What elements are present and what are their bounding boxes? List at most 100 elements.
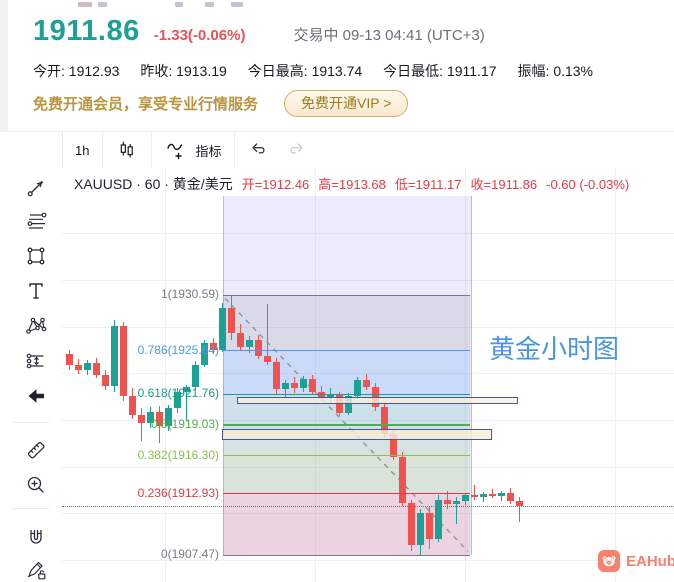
last-price: 1911.86: [33, 15, 140, 47]
candle-body: [273, 362, 280, 390]
candle-body: [327, 394, 334, 398]
candle-body: [399, 456, 406, 503]
candle-wick: [267, 303, 268, 365]
fib-band: [223, 295, 470, 351]
candle-body: [174, 391, 181, 409]
candle-body: [363, 380, 370, 388]
candle-body: [471, 495, 478, 498]
cropped-row-fragment: [175, 2, 183, 7]
legend-change: -0.60 (-0.03%): [546, 177, 630, 192]
drawing-lock-button[interactable]: [21, 556, 51, 582]
fib-lines-icon: [27, 212, 47, 229]
candle-body: [489, 493, 496, 497]
candle-body: [444, 499, 451, 505]
candle-wick: [519, 497, 520, 523]
cropped-row-fragment: [231, 2, 243, 7]
candle-body: [507, 492, 514, 501]
toolbar-separator: [234, 132, 236, 168]
candle-body: [462, 495, 469, 501]
chart-canvas[interactable]: XAUUSD · 60 · 黄金/美元 开=1912.46 高=1913.68 …: [62, 168, 674, 582]
candle-body: [300, 379, 307, 389]
candle-body: [84, 363, 91, 371]
pattern-icon: [26, 317, 47, 334]
magnet-mode-button[interactable]: [21, 524, 51, 552]
candle-body: [453, 500, 460, 505]
grid-vline: [165, 168, 166, 582]
chart-style-button[interactable]: [103, 132, 151, 168]
daily-stats: 今开: 1912.93 昨收: 1913.19 今日最高: 1913.74 今日…: [33, 61, 593, 81]
candle-body: [516, 500, 523, 506]
legend-open: 开=1912.46: [241, 177, 310, 192]
legend-close: 收=1911.86: [470, 177, 538, 192]
chart-legend: XAUUSD · 60 · 黄金/美元 开=1912.46 高=1913.68 …: [74, 174, 629, 194]
price-zone-box: [237, 397, 518, 404]
grid-hline: [62, 560, 674, 561]
cropped-row-fragment: [205, 2, 214, 7]
fib-level-line: [223, 294, 470, 296]
redo-button[interactable]: [283, 132, 320, 168]
candle-body: [498, 492, 505, 497]
candle-body: [282, 382, 289, 390]
candle-body: [165, 408, 172, 427]
legend-high: 高=1913.68: [318, 177, 386, 192]
candle-body: [210, 343, 217, 350]
candle-body: [183, 387, 190, 392]
interval-button[interactable]: 1h: [75, 142, 90, 158]
brand-name: EAHub: [626, 552, 674, 570]
candle-body: [417, 513, 424, 545]
vip-banner: 免费开通会员，享受专业行情服务 免费开通VIP >: [33, 90, 409, 117]
candle-wick: [447, 490, 448, 509]
toolbar-separator: [151, 132, 153, 168]
candle-wick: [285, 380, 286, 399]
hide-panel-button[interactable]: [21, 382, 51, 410]
highlight-region: [223, 196, 472, 555]
ruler-icon: [27, 441, 45, 459]
fib-retracement-tool-button[interactable]: [21, 208, 51, 236]
pig-logo-icon: [598, 550, 620, 572]
sidebar-divider: [13, 508, 49, 509]
stat-amplitude: 振幅: 0.13%: [517, 63, 594, 79]
candle-body: [201, 343, 208, 365]
fib-level-label: 0.382(1916.30): [137, 447, 219, 462]
undo-button[interactable]: [235, 132, 283, 168]
candle-body: [156, 411, 163, 427]
candle-body: [93, 363, 100, 375]
zoom-in-button[interactable]: [21, 471, 51, 499]
legend-low: 低=1911.17: [394, 177, 462, 192]
candle-body: [264, 355, 271, 363]
candle-body: [354, 380, 361, 397]
fib-level-line: [223, 554, 470, 556]
open-vip-button[interactable]: 免费开通VIP >: [284, 90, 409, 117]
candle-body: [435, 499, 442, 539]
projection-icon: [26, 353, 44, 369]
price-change: -1.33(-0.06%): [153, 27, 246, 44]
chart-toolbar: 1h 指标: [62, 132, 674, 169]
measure-tool-button[interactable]: [21, 436, 51, 464]
fib-level-label: 0.5(1919.03): [150, 417, 219, 431]
trendline-icon: [27, 180, 44, 197]
fib-level-label: 1(1930.59): [160, 287, 219, 301]
text-tool-button[interactable]: [21, 277, 51, 305]
current-price-line: [62, 505, 674, 507]
candle-body: [426, 513, 433, 539]
drawing-sidebar: [0, 132, 63, 582]
chart-annotation-text: 黄金小时图: [489, 334, 620, 364]
pattern-tool-button[interactable]: [21, 312, 51, 340]
candle-body: [291, 382, 298, 389]
indicators-button[interactable]: 指标: [152, 132, 234, 168]
grid-vline: [315, 168, 316, 582]
brand-logo[interactable]: EAHub: [598, 550, 674, 572]
candle-body: [408, 502, 415, 545]
ticker-header: 1911.86 -1.33(-0.06%) 交易中 09-13 04:41 (U…: [33, 15, 485, 48]
shapes-tool-button[interactable]: [21, 242, 51, 270]
candle-body: [390, 434, 397, 457]
fib-level-line: [223, 455, 470, 457]
toolbar-separator: [102, 132, 104, 168]
price-zone-box: [222, 429, 492, 440]
projection-tool-button[interactable]: [21, 347, 51, 375]
cropped-row-fragment: [98, 2, 107, 7]
back-arrow-icon: [28, 389, 44, 403]
candle-body: [480, 493, 487, 498]
grid-hline: [62, 513, 674, 514]
trendline-tool-button[interactable]: [21, 174, 51, 202]
